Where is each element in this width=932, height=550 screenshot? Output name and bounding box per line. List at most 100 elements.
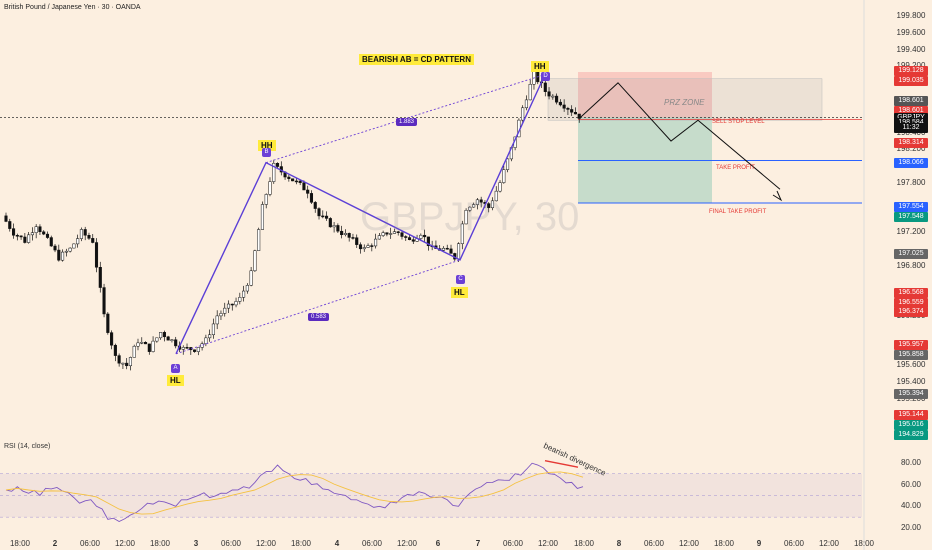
hh-label-2: HH bbox=[531, 61, 549, 72]
point-a: A bbox=[171, 364, 180, 373]
candle-body bbox=[445, 247, 449, 250]
time-tick-label: 4 bbox=[334, 539, 340, 548]
candle-body bbox=[204, 337, 208, 344]
candle-body bbox=[313, 202, 317, 209]
candle-body bbox=[332, 225, 336, 228]
price-tag: 11:32 bbox=[894, 123, 928, 133]
price-tick-label: 196.800 bbox=[896, 260, 926, 270]
price-tag: 194.829 bbox=[894, 430, 928, 440]
rsi-tick-label: 20.00 bbox=[900, 523, 922, 532]
price-tag: 198.314 bbox=[894, 138, 928, 148]
candle-body bbox=[573, 112, 578, 115]
price-tag: 197.548 bbox=[894, 212, 928, 222]
candle-body bbox=[147, 343, 151, 352]
candle-body bbox=[11, 228, 16, 236]
ratio-bc: 0.583 bbox=[308, 313, 330, 321]
price-tag: 195.144 bbox=[894, 410, 928, 420]
candle-body bbox=[102, 287, 106, 315]
hh-label-1: HH bbox=[258, 140, 276, 151]
candle-body bbox=[219, 313, 223, 317]
candle-body bbox=[464, 210, 468, 225]
candle-body bbox=[475, 199, 479, 205]
price-tag: 195.858 bbox=[894, 350, 928, 360]
candle-body bbox=[260, 204, 264, 230]
price-tag: 198.066 bbox=[894, 158, 928, 168]
time-tick-label: 12:00 bbox=[678, 539, 700, 548]
candle-body bbox=[487, 203, 491, 209]
time-tick-label: 12:00 bbox=[255, 539, 277, 548]
candle-body bbox=[381, 232, 385, 236]
candle-body bbox=[423, 234, 427, 238]
candle-body bbox=[19, 235, 23, 238]
prz-zone bbox=[547, 78, 823, 121]
candle-body bbox=[562, 104, 566, 109]
candle-body bbox=[472, 204, 476, 208]
time-tick-label: 06:00 bbox=[783, 539, 805, 548]
rsi-line bbox=[5, 462, 584, 522]
price-tick-label: 197.200 bbox=[896, 227, 926, 237]
candle-body bbox=[249, 270, 253, 286]
price-tick-label: 198.200 bbox=[896, 144, 926, 154]
candle-body bbox=[234, 301, 238, 306]
candle-body bbox=[268, 181, 272, 195]
price-tick-label: 199.800 bbox=[896, 11, 926, 21]
candle-body bbox=[76, 238, 80, 245]
price-tag: 198.601 bbox=[894, 96, 928, 106]
candle-body bbox=[143, 342, 148, 345]
rsi-tick-label: 60.00 bbox=[900, 479, 922, 489]
candle-body bbox=[362, 247, 366, 250]
time-tick-label: 18:00 bbox=[573, 539, 595, 548]
price-tag: 196.568 bbox=[894, 288, 928, 298]
price-tag: 196.559 bbox=[894, 298, 928, 308]
candle-body bbox=[15, 235, 19, 237]
symbol-watermark: GBPJPY, 30 bbox=[360, 195, 580, 239]
candle-body bbox=[309, 193, 314, 203]
price-tick-label: 199.600 bbox=[896, 27, 926, 37]
time-tick-label: 18:00 bbox=[149, 539, 171, 548]
rsi-ma-line bbox=[5, 471, 584, 515]
candle-body bbox=[94, 242, 99, 268]
price-tick-label: 195.600 bbox=[896, 360, 926, 370]
time-tick-label: 06:00 bbox=[502, 539, 524, 548]
candle-body bbox=[298, 180, 302, 183]
point-c: C bbox=[456, 275, 465, 284]
candle-body bbox=[302, 182, 306, 191]
candle-body bbox=[547, 91, 551, 97]
time-tick-label: 06:00 bbox=[79, 539, 101, 548]
time-tick-label: 3 bbox=[193, 539, 199, 548]
candle-body bbox=[72, 243, 76, 249]
time-tick-label: 18:00 bbox=[290, 539, 312, 548]
candle-body bbox=[155, 337, 159, 342]
final-take-profit-label: FINAL TAKE PROFIT bbox=[709, 209, 767, 215]
price-tick-label: 197.800 bbox=[896, 177, 926, 187]
candle-body bbox=[558, 101, 562, 106]
candle-body bbox=[460, 223, 464, 244]
candle-body bbox=[30, 232, 34, 236]
candle-body bbox=[113, 344, 117, 356]
time-tick-label: 18:00 bbox=[9, 539, 31, 548]
candle-body bbox=[193, 349, 197, 352]
candle-body bbox=[426, 236, 430, 247]
candle-body bbox=[351, 237, 355, 239]
candle-body bbox=[181, 347, 185, 350]
candle-body bbox=[151, 340, 155, 352]
candle-body bbox=[347, 233, 351, 238]
candle-body bbox=[524, 99, 528, 109]
candle-body bbox=[479, 199, 483, 203]
candle-body bbox=[117, 355, 121, 364]
hl-label-2: HL bbox=[451, 287, 468, 298]
candle-body bbox=[355, 237, 359, 245]
candle-body bbox=[223, 307, 227, 314]
rsi-title: RSI (14, close) bbox=[4, 443, 51, 450]
candle-body bbox=[366, 245, 370, 248]
time-tick-label: 12:00 bbox=[818, 539, 840, 548]
candle-body bbox=[294, 180, 298, 183]
pattern-label: BEARISH AB = CD PATTERN bbox=[359, 54, 474, 65]
take-profit-label: TAKE PROFIT bbox=[716, 165, 755, 171]
candle-body bbox=[577, 113, 581, 119]
candle-body bbox=[257, 229, 261, 251]
bd-dotted-line bbox=[265, 74, 546, 164]
rsi-tick-label: 80.00 bbox=[900, 457, 922, 467]
candle-body bbox=[53, 245, 57, 251]
